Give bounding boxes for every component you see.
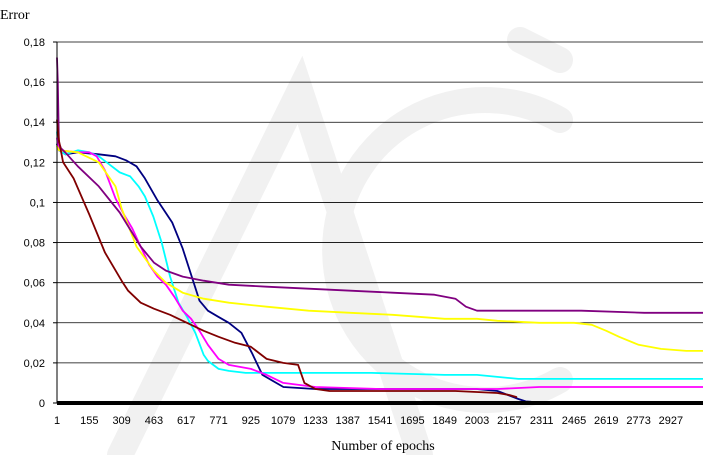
x-tick-label: 2773 xyxy=(626,415,650,427)
x-tick-label: 2465 xyxy=(562,415,586,427)
x-tick-label: 2927 xyxy=(659,415,683,427)
x-axis-label: Number of epochs xyxy=(331,439,434,454)
x-tick-label: 617 xyxy=(177,415,195,427)
y-tick-label: 0,06 xyxy=(24,278,45,290)
y-tick-label: 0,04 xyxy=(24,318,45,330)
series-lines xyxy=(56,57,703,403)
y-tick-label: 0,14 xyxy=(24,117,45,129)
y-axis-label: Error xyxy=(0,8,30,23)
y-tick-label: 0,02 xyxy=(24,358,45,370)
x-tick-label: 2157 xyxy=(497,415,521,427)
axes xyxy=(56,42,703,405)
x-tick-labels: 1 155 309 463 617 771 925 1079 1233 1387 1541 1695 1… xyxy=(54,415,683,427)
x-tick-label: 463 xyxy=(145,415,163,427)
watermark-logo xyxy=(107,27,573,455)
x-tick-label: 1 xyxy=(54,415,60,427)
y-tick-label: 0,16 xyxy=(24,77,45,89)
series-line-6 xyxy=(56,119,518,398)
series-line-4 xyxy=(56,145,703,352)
y-tick-label: 0,18 xyxy=(24,37,45,49)
x-tick-label: 309 xyxy=(112,415,130,427)
y-tick-label: 0,1 xyxy=(30,197,45,209)
x-tick-label: 1387 xyxy=(336,415,360,427)
x-tick-label: 1849 xyxy=(432,415,456,427)
series-line-5 xyxy=(56,57,703,314)
y-tick-label: 0 xyxy=(39,398,45,410)
x-tick-label: 155 xyxy=(80,415,98,427)
x-tick-label: 1695 xyxy=(400,415,424,427)
x-tick-label: 1541 xyxy=(368,415,392,427)
x-tick-label: 1233 xyxy=(303,415,327,427)
x-tick-label: 2311 xyxy=(530,415,554,427)
y-tick-label: 0,12 xyxy=(24,157,45,169)
x-tick-label: 1079 xyxy=(271,415,295,427)
x-tick-label: 771 xyxy=(209,415,227,427)
y-tick-labels: 0 0,02 0,04 0,06 0,08 0,1 0,12 0,14 0,16 0,18 xyxy=(24,37,57,410)
x-tick-label: 2003 xyxy=(465,415,489,427)
x-tick-label: 2619 xyxy=(594,415,618,427)
x-tick-label: 925 xyxy=(242,415,260,427)
y-tick-label: 0,08 xyxy=(24,238,45,250)
